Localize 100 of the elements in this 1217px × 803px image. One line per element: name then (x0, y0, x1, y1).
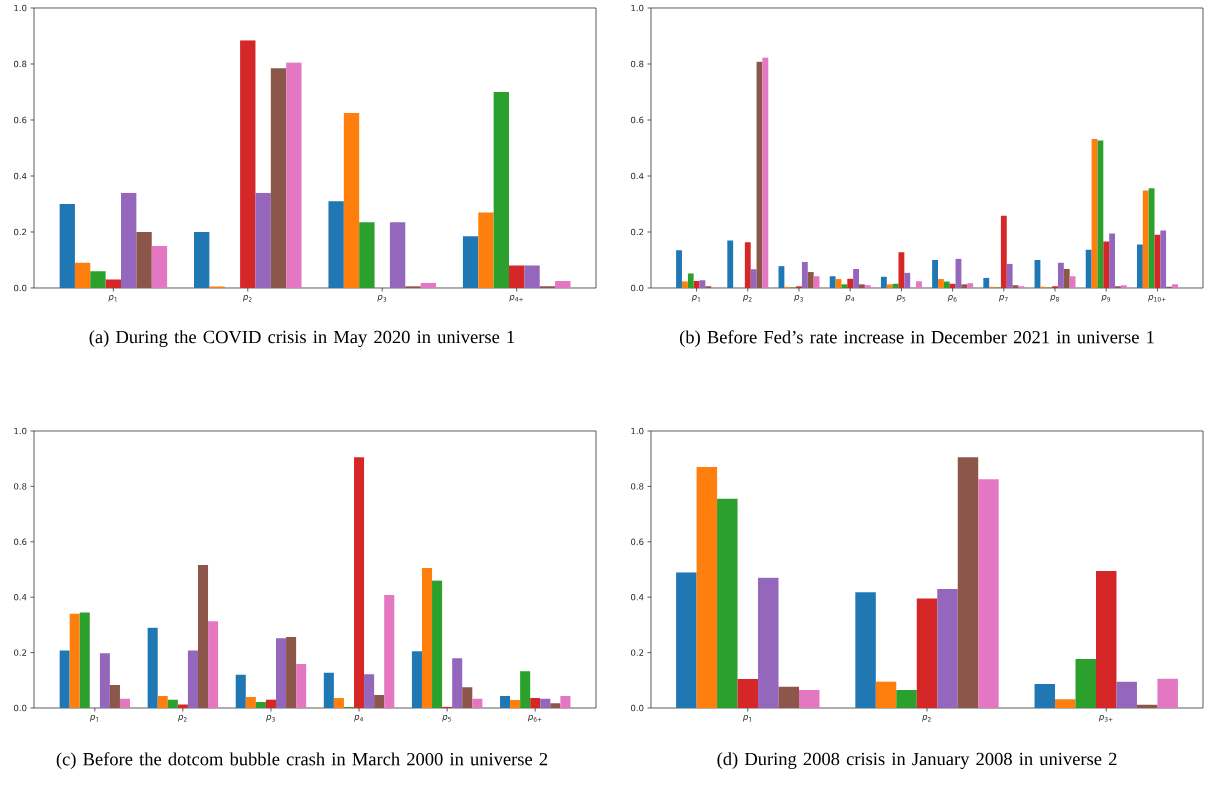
bar (432, 580, 443, 708)
bar (208, 621, 219, 708)
bar (1095, 570, 1117, 708)
bar (1085, 249, 1092, 288)
bar (121, 192, 137, 288)
bar (462, 687, 473, 708)
bar (1157, 678, 1178, 708)
y-tick-label: 0.4 (14, 172, 27, 180)
bar (197, 565, 209, 708)
bar (90, 271, 106, 288)
bar (858, 284, 865, 288)
bar (937, 279, 944, 288)
x-tick-label: p$_{4}$ (845, 295, 855, 302)
text: (b) Before Fed’s rate increase in December 2021 in universe 1 (679, 330, 1154, 348)
bar (847, 278, 854, 288)
bar (799, 689, 820, 708)
bar (1000, 215, 1007, 288)
bar (737, 678, 759, 708)
x-tick-label: p$_{4}$ (354, 715, 364, 722)
y-tick-label: 0.8 (631, 483, 644, 490)
bar (157, 696, 168, 708)
bar (1057, 262, 1064, 288)
bar (530, 698, 541, 708)
bar (1103, 241, 1110, 288)
bar (59, 203, 75, 288)
y-tick-label: 0.8 (14, 483, 27, 490)
x-tick-label: p$_{5}$ (442, 715, 451, 722)
x-tick-label: p$_{10+}$ (1148, 295, 1166, 302)
y-tick-label: 0.4 (631, 593, 644, 601)
bar (493, 91, 509, 288)
bar (1069, 276, 1076, 288)
bar (109, 685, 120, 708)
bar (778, 686, 799, 708)
bar (676, 250, 682, 288)
bar (333, 698, 344, 708)
x-tick-label: p$_{1}$ (89, 715, 99, 722)
bar (1116, 681, 1137, 708)
x-tick-label: p$_{6}$ (947, 295, 957, 302)
bar (961, 284, 968, 288)
bar (510, 699, 521, 708)
bar (1109, 233, 1116, 288)
bar (105, 279, 122, 288)
x-tick-label: p$_{6+}$ (527, 715, 542, 722)
bar (275, 638, 287, 708)
x-tick-label: p$_{8}$ (1050, 295, 1059, 302)
bar (1142, 190, 1149, 288)
bar (853, 268, 859, 288)
bar (687, 273, 694, 288)
y-tick-label: 0.6 (14, 116, 27, 124)
bar (880, 276, 887, 288)
bar (136, 231, 152, 288)
bar (411, 651, 422, 708)
bar (245, 696, 256, 708)
x-tick-label: p$_{3}$ (794, 295, 803, 302)
bar (949, 283, 956, 288)
bar (943, 281, 950, 288)
bar (472, 698, 483, 708)
y-tick-label: 0.6 (14, 538, 27, 546)
x-tick-label: p$_{1}$ (691, 295, 701, 302)
bar (855, 592, 876, 708)
y-tick-label: 0.2 (14, 649, 27, 656)
bar (1160, 230, 1167, 288)
x-tick-label: p$_{7}$ (998, 295, 1008, 302)
y-tick-label: 0.0 (14, 284, 27, 292)
y-tick-label: 0.8 (631, 60, 644, 68)
bar (235, 674, 246, 708)
bar (421, 568, 433, 708)
bar (696, 467, 718, 708)
bar (750, 269, 757, 288)
bar (1034, 683, 1056, 708)
bar (420, 282, 437, 288)
bar (384, 594, 395, 708)
text: (c) Before the dotcom bubble crash in March 2000 in universe 2 (56, 752, 548, 770)
bar (187, 650, 198, 708)
bar (119, 698, 131, 708)
bar (151, 245, 168, 288)
bar (147, 627, 158, 708)
x-tick-label: p$_{3+}$ (1098, 715, 1113, 722)
x-tick-label: p$_{2}$ (922, 715, 931, 722)
bar (462, 236, 479, 288)
bar (744, 242, 751, 288)
bar (758, 577, 779, 708)
bar (1055, 699, 1076, 708)
bar (286, 637, 297, 708)
bar (255, 701, 266, 708)
bar (681, 281, 688, 288)
y-tick-label: 0.8 (14, 60, 27, 68)
y-tick-label: 0.2 (14, 228, 27, 236)
bar (932, 259, 938, 288)
bar (555, 280, 571, 288)
bar (59, 650, 70, 708)
bar (957, 457, 979, 708)
x-tick-label: p$_{9}$ (1101, 295, 1111, 302)
bar (296, 663, 307, 708)
bar (801, 261, 808, 288)
bar (841, 284, 848, 288)
bar (499, 696, 511, 708)
bar (916, 281, 922, 288)
bar (240, 40, 256, 288)
bar (896, 689, 917, 708)
